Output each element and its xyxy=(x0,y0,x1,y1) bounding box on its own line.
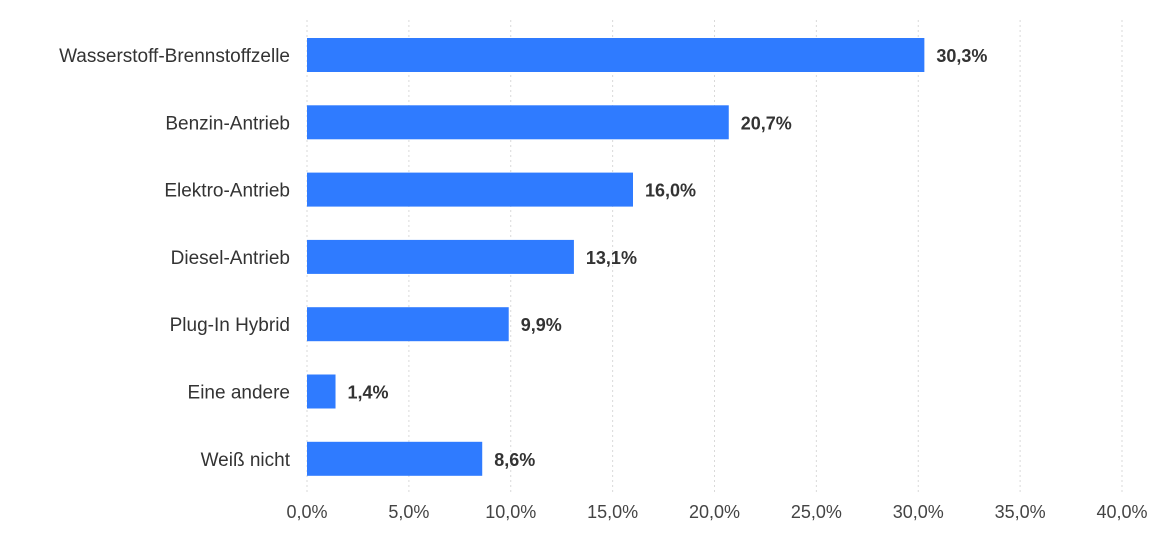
category-label-3: Diesel-Antrieb xyxy=(171,248,290,269)
value-label-5: 1,4% xyxy=(348,383,389,403)
value-label-2: 16,0% xyxy=(645,181,696,201)
bars xyxy=(307,38,925,476)
x-axis-ticks: 0,0% 5,0% 10,0% 15,0% 20,0% 25,0% 30,0% 35,0% 40… xyxy=(286,502,1147,522)
x-tick-label-7: 35,0% xyxy=(995,502,1046,522)
category-labels: Wasserstoff-Brennstoffzelle Benzin-Antrie… xyxy=(59,46,291,471)
x-tick-label-5: 25,0% xyxy=(791,502,842,522)
value-label-0: 30,3% xyxy=(936,46,987,66)
value-label-4: 9,9% xyxy=(521,315,562,335)
category-label-4: Plug-In Hybrid xyxy=(170,315,290,336)
value-label-1: 20,7% xyxy=(741,113,792,133)
category-label-6: Weiß nicht xyxy=(201,450,291,471)
category-label-2: Elektro-Antrieb xyxy=(164,181,290,202)
x-tick-label-6: 30,0% xyxy=(893,502,944,522)
bar-6 xyxy=(307,441,483,476)
x-tick-label-8: 40,0% xyxy=(1096,502,1147,522)
bar-5 xyxy=(307,374,336,409)
value-label-3: 13,1% xyxy=(586,248,637,268)
category-label-0: Wasserstoff-Brennstoffzelle xyxy=(59,46,290,67)
value-label-6: 8,6% xyxy=(494,450,535,470)
x-tick-label-4: 20,0% xyxy=(689,502,740,522)
bar-1 xyxy=(307,105,729,140)
x-tick-label-0: 0,0% xyxy=(286,502,327,522)
x-tick-label-1: 5,0% xyxy=(388,502,429,522)
bar-4 xyxy=(307,307,509,342)
value-labels: 30,3% 20,7% 16,0% 13,1% 9,9% 1,4% 8,6% xyxy=(348,46,988,470)
x-tick-label-3: 15,0% xyxy=(587,502,638,522)
category-label-5: Eine andere xyxy=(188,383,290,404)
category-label-1: Benzin-Antrieb xyxy=(165,113,290,134)
bar-0 xyxy=(307,38,925,72)
bar-2 xyxy=(307,172,633,207)
x-tick-label-2: 10,0% xyxy=(485,502,536,522)
bar-3 xyxy=(307,239,574,274)
